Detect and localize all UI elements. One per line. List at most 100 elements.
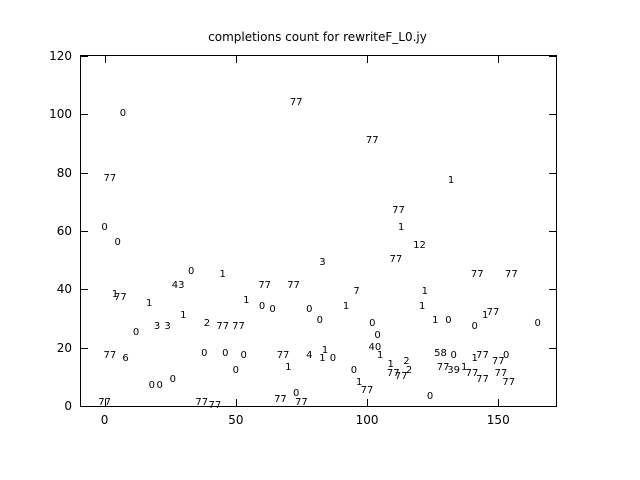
y-tick-label: 20 — [56, 340, 72, 355]
data-point: 1 — [146, 297, 153, 309]
data-point: 77 — [476, 373, 489, 385]
data-point: 77 — [287, 280, 300, 292]
x-tick-mark — [367, 399, 369, 406]
y-tick-mark — [549, 289, 556, 291]
data-point: 0 — [258, 300, 266, 312]
y-tick-mark — [549, 56, 556, 57]
y-tick-label: 0 — [64, 399, 72, 413]
data-point: 77 — [394, 370, 408, 382]
data-point: 0 — [329, 353, 337, 365]
y-tick-mark — [549, 114, 556, 116]
data-point: 3 — [164, 321, 171, 333]
y-tick-mark — [549, 406, 556, 407]
data-point: 77 — [276, 350, 290, 362]
y-tick-mark — [81, 406, 88, 407]
y-tick-mark — [549, 347, 556, 349]
data-point: 0 — [169, 373, 177, 385]
x-tick-mark — [235, 399, 237, 406]
data-point: 77 — [258, 280, 272, 292]
chart-title: completions count for rewriteF_L0.jy — [208, 30, 427, 44]
data-point: 1 — [111, 289, 119, 301]
data-point: 0 — [232, 365, 240, 376]
data-point: 77 — [98, 397, 111, 409]
x-tick-mark — [104, 56, 106, 63]
data-point: 77 — [103, 350, 117, 362]
x-tick-label: 100 — [355, 413, 379, 427]
data-point: 0 — [293, 388, 300, 400]
y-tick-mark — [81, 172, 88, 174]
data-point: 43 — [171, 280, 185, 292]
data-point: 1 — [387, 359, 394, 371]
data-point: 77 — [392, 204, 405, 216]
x-tick-mark — [498, 399, 500, 406]
data-point: 1 — [355, 376, 363, 388]
y-tick-label: 100 — [49, 107, 72, 122]
data-point: 77 — [389, 254, 403, 266]
x-tick-label: 0 — [100, 413, 109, 427]
plot-area: 0 50 100 150 0 20 40 60 80 100 120 0 77 77 77 6 1 77 0 0 0 1 0… — [49, 49, 557, 427]
data-point: 3 — [153, 321, 161, 333]
data-point: 0 — [222, 347, 229, 359]
data-point: 0 — [240, 350, 247, 362]
data-point: 77 — [365, 134, 379, 146]
data-point: 77 — [195, 397, 209, 409]
data-point: 1 — [285, 362, 292, 374]
data-point: 7 — [353, 286, 360, 298]
data-point: 77 — [491, 356, 505, 368]
data-point: 0 — [119, 108, 127, 120]
data-point: 0 — [201, 347, 208, 359]
data-point: 1 — [418, 300, 426, 312]
data-point: 77 — [289, 96, 303, 108]
x-tick-mark — [104, 399, 106, 406]
data-point: 77 — [103, 172, 117, 184]
y-tick-mark — [549, 172, 556, 174]
y-tick-mark — [81, 231, 88, 232]
data-point: 77 — [295, 397, 308, 409]
x-tick-label: 150 — [486, 413, 510, 427]
data-point: 0 — [445, 315, 452, 327]
data-point: 77 — [486, 306, 500, 318]
data-point: 0 — [101, 222, 108, 234]
y-tick-label: 40 — [56, 282, 72, 297]
data-point: 77 — [505, 268, 518, 280]
data-point: 77 — [274, 394, 287, 406]
data-point: 1 — [180, 309, 187, 321]
data-point: 0 — [269, 303, 276, 315]
data-point: 2 — [403, 356, 410, 368]
data-point: 0 — [350, 365, 358, 376]
y-tick-label: 60 — [56, 224, 72, 238]
data-point: 0 — [450, 350, 457, 362]
data-point: 1 — [460, 362, 468, 374]
x-tick-label: 50 — [228, 413, 244, 427]
x-tick-mark — [367, 56, 369, 63]
data-point: 0 — [534, 318, 541, 330]
data-point: 40 — [368, 341, 382, 353]
y-tick-label: 80 — [56, 165, 72, 180]
data-point: 0 — [374, 330, 381, 341]
x-tick-mark — [498, 56, 500, 63]
data-point: 0 — [369, 318, 376, 330]
data-point: 2 — [203, 318, 211, 330]
data-point: 0 — [471, 321, 478, 333]
data-point: 0 — [188, 265, 195, 277]
data-point: 1 — [321, 344, 329, 356]
data-point: 3 — [319, 257, 326, 269]
data-point: 0 — [148, 379, 156, 391]
data-point: 1 — [376, 350, 384, 362]
data-point: 77 — [436, 362, 450, 374]
data-point: 1 — [397, 222, 405, 234]
y-tick-mark — [81, 114, 88, 116]
x-tick-mark — [235, 56, 237, 63]
data-point: 77 — [360, 385, 374, 397]
data-point: 1 — [342, 300, 350, 312]
data-point: 39 — [447, 365, 461, 376]
y-tick-mark — [549, 231, 556, 232]
data-point: 77 — [232, 321, 245, 333]
data-point: 0 — [306, 303, 313, 315]
data-point: 2 — [405, 365, 413, 376]
data-point: 77 — [476, 350, 489, 362]
y-tick-mark — [81, 289, 88, 291]
data-point: 77 — [494, 367, 508, 379]
data-point: 12 — [413, 239, 426, 251]
